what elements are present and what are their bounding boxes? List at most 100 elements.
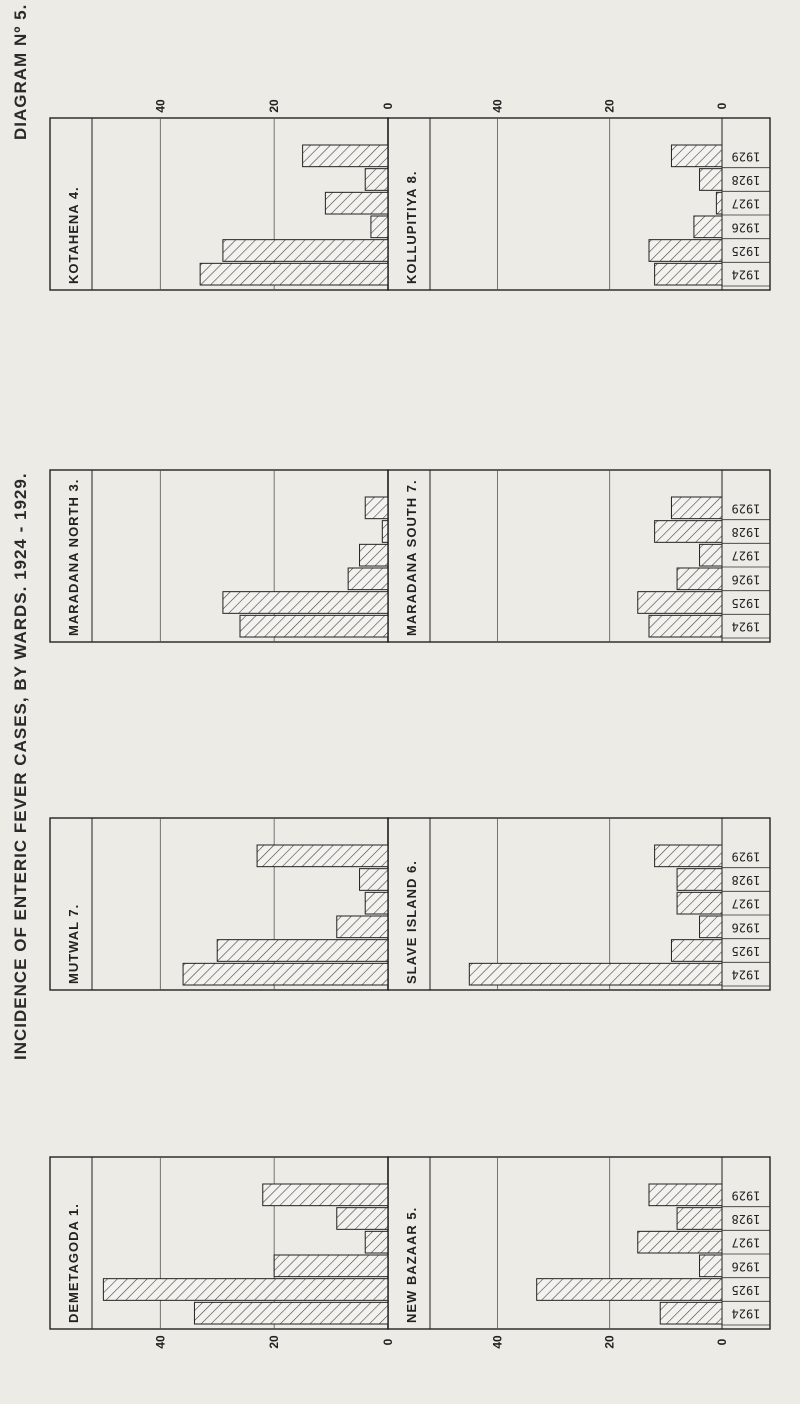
year-bar	[364, 168, 389, 191]
year-label: 1926	[732, 220, 761, 234]
year-bar	[693, 215, 723, 239]
panel-frame	[387, 817, 771, 991]
x-tick-label: 40	[490, 1335, 504, 1349]
year-bar	[370, 215, 389, 239]
panel-frame	[387, 117, 771, 291]
year-bar	[364, 891, 389, 915]
year-bar	[336, 1207, 389, 1230]
year-bar	[468, 962, 723, 986]
diagram-number-label: DIAGRAM Nº 5.	[11, 4, 30, 140]
ward-name-label: SLAVE ISLAND 6.	[404, 860, 419, 984]
year-bar	[699, 1254, 723, 1278]
ward-panel: NEW BAZAAR 5. 1929 1928 1927 1926 1925 1924	[387, 1156, 771, 1330]
ward-name-label: MUTWAL 7.	[66, 904, 81, 984]
year-bar	[102, 1278, 389, 1301]
year-bar	[256, 844, 389, 868]
year-label: 1928	[732, 1212, 761, 1226]
year-label: 1928	[732, 873, 761, 887]
year-bar	[199, 262, 389, 286]
year-label: 1929	[732, 849, 761, 863]
year-bar	[699, 543, 723, 567]
year-bar	[182, 962, 389, 986]
year-bar	[699, 168, 723, 191]
ward-name-label: MARADANA SOUTH 7.	[404, 479, 419, 636]
ward-name-label: NEW BAZAAR 5.	[404, 1207, 419, 1323]
year-bar	[676, 868, 723, 891]
x-tick-label: 40	[153, 1335, 167, 1349]
year-bar	[699, 915, 723, 939]
ward-panel: SLAVE ISLAND 6. 1929 1928 1927 1926 1925 1924	[387, 817, 771, 991]
year-bar	[676, 891, 723, 915]
year-label: 1927	[732, 197, 761, 211]
year-label: 1927	[732, 549, 761, 563]
ward-name-label: MARADANA NORTH 3.	[66, 479, 81, 636]
x-tick-label: 20	[603, 1335, 617, 1349]
x-tick-label: 40	[153, 99, 167, 113]
year-label: 1924	[732, 1307, 761, 1321]
year-bar	[347, 567, 389, 591]
diagram-title-strip: INCIDENCE OF ENTERIC FEVER CASES, BY WAR…	[0, 0, 40, 1399]
year-bar	[324, 191, 389, 215]
year-bar	[536, 1278, 723, 1301]
year-bar	[670, 939, 723, 962]
diagram-title: INCIDENCE OF ENTERIC FEVER CASES, BY WAR…	[11, 472, 30, 1060]
x-tick-label: 20	[267, 99, 281, 113]
year-bar	[216, 939, 389, 962]
x-tick-label: 40	[490, 99, 504, 113]
year-bar	[676, 567, 723, 591]
year-bar	[262, 1183, 389, 1207]
year-bar	[637, 1230, 723, 1254]
ward-panel: MARADANA SOUTH 7. 1929 1928 1927 1926 1925 192…	[387, 469, 771, 643]
ward-name-label: DEMETAGODA 1.	[66, 1203, 81, 1323]
year-label: 1925	[732, 244, 761, 258]
year-label: 1924	[732, 968, 761, 982]
year-label: 1925	[732, 596, 761, 610]
year-label: 1925	[732, 944, 761, 958]
x-tick-label: 20	[267, 1335, 281, 1349]
year-label: 1926	[732, 572, 761, 586]
year-bar	[222, 591, 389, 614]
year-bar	[222, 239, 389, 262]
ward-panel: MARADANA NORTH 3.	[49, 469, 389, 643]
year-label: 1929	[732, 1188, 761, 1202]
year-bar	[715, 191, 723, 215]
year-bar	[648, 1183, 723, 1207]
year-bar	[648, 614, 723, 638]
year-label: 1927	[732, 897, 761, 911]
year-bar	[654, 844, 723, 868]
year-label: 1924	[732, 620, 761, 634]
year-bar	[239, 614, 389, 638]
x-tick-label: 0	[381, 1338, 395, 1345]
panel-frame	[387, 1156, 771, 1330]
year-bar	[670, 496, 723, 520]
year-bar	[302, 144, 389, 168]
year-label: 1927	[732, 1236, 761, 1250]
year-bar	[676, 1207, 723, 1230]
year-label: 1929	[732, 501, 761, 515]
year-bar	[364, 1230, 389, 1254]
year-bar	[273, 1254, 389, 1278]
ward-panel: KOLLUPITIYA 8. 1929 1928 1927 1926 1925 1924	[387, 117, 771, 291]
x-tick-label: 0	[715, 102, 729, 109]
year-label: 1926	[732, 920, 761, 934]
year-bar	[648, 239, 723, 262]
ward-name-label: KOTAHENA 4.	[66, 186, 81, 284]
year-label: 1926	[732, 1259, 761, 1273]
panel-frame	[387, 469, 771, 643]
year-bar	[336, 915, 389, 939]
year-bar	[670, 144, 723, 168]
ward-panel: DEMETAGODA 1.	[49, 1156, 389, 1330]
year-label: 1928	[732, 173, 761, 187]
year-bar	[654, 262, 723, 286]
x-tick-label: 0	[715, 1338, 729, 1345]
year-bar	[381, 520, 389, 543]
x-tick-label: 20	[603, 99, 617, 113]
year-label: 1925	[732, 1283, 761, 1297]
year-bar	[659, 1301, 723, 1325]
ward-name-label: KOLLUPITIYA 8.	[404, 171, 419, 284]
x-tick-label: 0	[381, 102, 395, 109]
year-bar	[359, 868, 389, 891]
year-label: 1929	[732, 149, 761, 163]
year-bar	[359, 543, 389, 567]
